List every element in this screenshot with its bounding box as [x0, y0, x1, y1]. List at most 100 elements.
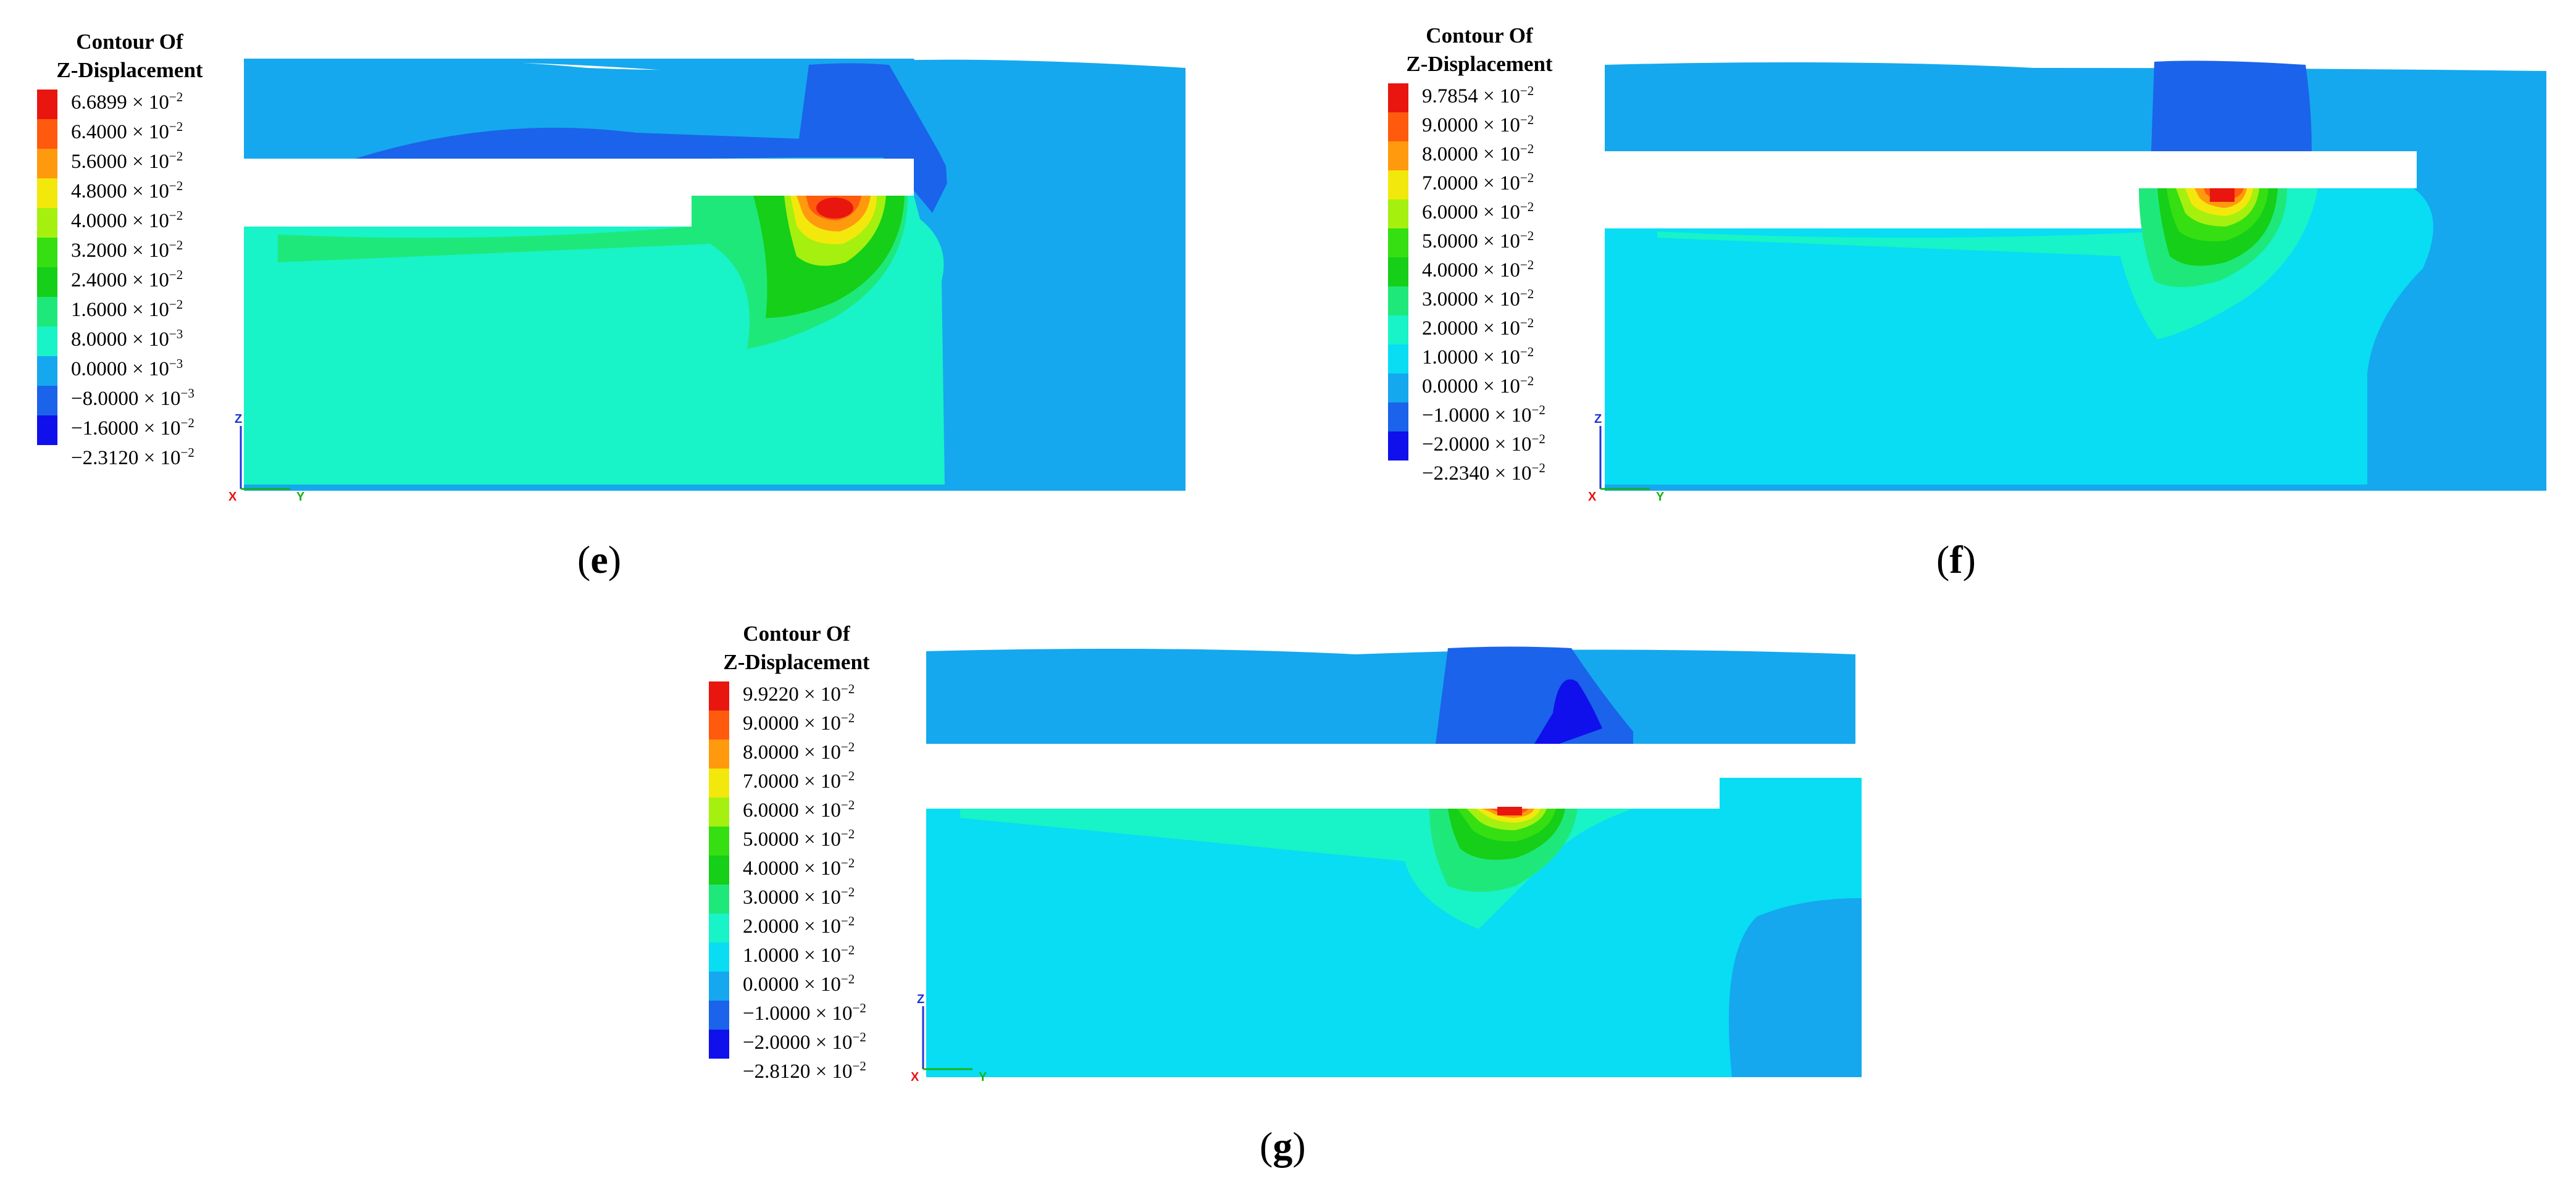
- axis-triad: [922, 1006, 972, 1070]
- legend-label: 6.0000 × 10−2: [1422, 199, 1534, 223]
- legend-label: 9.9220 × 10−2: [743, 681, 855, 706]
- legend-swatch: [709, 885, 729, 914]
- axis-triad: [240, 426, 290, 490]
- legend-label: 1.6000 × 10−2: [71, 297, 183, 321]
- legend-label: 5.0000 × 10−2: [743, 827, 855, 851]
- legend-label: 4.0000 × 10−2: [1422, 257, 1534, 281]
- legend-label: 9.0000 × 10−2: [1422, 112, 1534, 136]
- legend-title-line2: Z-Displacement: [1406, 52, 1553, 76]
- lower-soil: [926, 778, 1862, 1077]
- legend-swatch: [709, 1030, 729, 1059]
- legend-label: 4.0000 × 10−2: [743, 856, 855, 880]
- panel-caption: (g): [1260, 1124, 1306, 1168]
- excavation-slot: [1602, 151, 2417, 188]
- legend-label: −2.2340 × 10−2: [1422, 460, 1545, 485]
- legend-label: 1.0000 × 10−2: [743, 943, 855, 967]
- legend-swatch: [709, 740, 729, 769]
- legend-swatch: [37, 178, 57, 208]
- legend-swatch: [709, 798, 729, 827]
- legend-label: 6.4000 × 10−2: [71, 119, 183, 143]
- axis-z-label: Z: [917, 993, 925, 1006]
- axis-z-label: Z: [235, 412, 243, 426]
- legend-swatch: [1388, 373, 1408, 402]
- legend-swatch: [1388, 228, 1408, 257]
- legend-title: Contour Of Z-Displacement: [31, 28, 228, 85]
- legend-swatch: [37, 238, 57, 267]
- axis-x-label: X: [1588, 490, 1597, 504]
- legend-swatch: [1388, 199, 1408, 228]
- legend-swatch: [709, 827, 729, 856]
- legend-swatch: [37, 267, 57, 297]
- legend-swatch: [709, 710, 729, 740]
- legend-label: 8.0000 × 10−3: [71, 327, 183, 351]
- axis-y-label: Y: [979, 1070, 987, 1084]
- legend-swatch: [1388, 431, 1408, 460]
- legend-label: 7.0000 × 10−2: [1422, 170, 1534, 194]
- legend-swatch: [709, 914, 729, 943]
- legend-swatch: [37, 297, 57, 327]
- legend-title-line1: Contour Of: [76, 30, 183, 54]
- axis-x-label: X: [911, 1070, 919, 1084]
- legend-swatch: [709, 943, 729, 972]
- legend-swatch: [37, 356, 57, 386]
- legend-label: 4.0000 × 10−2: [71, 208, 183, 232]
- contour-plot: [241, 59, 1186, 491]
- legend-swatch: [709, 856, 729, 885]
- legend-title: Contour Of Z-Displacement: [698, 620, 895, 677]
- axis-triad: [1599, 426, 1650, 490]
- legend-label: 2.0000 × 10−2: [1422, 315, 1534, 340]
- legend-label: −8.0000 × 10−3: [71, 386, 194, 410]
- legend-swatch: [37, 208, 57, 238]
- legend-label: 0.0000 × 10−3: [71, 356, 183, 380]
- legend-label: 0.0000 × 10−2: [1422, 373, 1534, 398]
- legend-label: −2.3120 × 10−2: [71, 445, 194, 469]
- legend-label: 2.4000 × 10−2: [71, 267, 183, 291]
- legend-title: Contour Of Z-Displacement: [1381, 22, 1578, 78]
- legend-swatch: [709, 681, 729, 710]
- legend-label: 3.2000 × 10−2: [71, 238, 183, 262]
- legend-swatch: [1388, 344, 1408, 373]
- legend-swatch: [1388, 141, 1408, 170]
- legend-title-line1: Contour Of: [743, 622, 850, 646]
- upper-layer: [926, 649, 1855, 744]
- legend-swatch: [1388, 257, 1408, 286]
- legend-label: 7.0000 × 10−2: [743, 769, 855, 793]
- axis-x-label: X: [228, 490, 237, 504]
- legend-label: −2.8120 × 10−2: [743, 1059, 866, 1083]
- legend-swatch: [37, 149, 57, 178]
- legend-swatch: [1388, 286, 1408, 315]
- legend-title-line2: Z-Displacement: [723, 650, 870, 674]
- legend-label: 3.0000 × 10−2: [1422, 286, 1534, 310]
- legend-swatch: [1388, 315, 1408, 344]
- legend-swatch: [37, 415, 57, 445]
- dark-zone: [2151, 60, 2312, 151]
- legend-label: −1.6000 × 10−2: [71, 415, 194, 440]
- legend-label: −2.0000 × 10−2: [1422, 431, 1545, 456]
- legend-swatch: [37, 386, 57, 415]
- legend-swatch: [1388, 402, 1408, 431]
- panel-f: Contour Of Z-Displacement Z X Y (f) 9.78…: [1350, 0, 2576, 611]
- legend-title-line1: Contour Of: [1426, 23, 1533, 48]
- legend-label: 8.0000 × 10−2: [743, 740, 855, 764]
- legend-label: 5.6000 × 10−2: [71, 149, 183, 173]
- legend-label: 3.0000 × 10−2: [743, 885, 855, 909]
- legend-swatch: [37, 327, 57, 356]
- legend-label: 2.0000 × 10−2: [743, 914, 855, 938]
- legend-label: 6.0000 × 10−2: [743, 798, 855, 822]
- contour-plot: [1602, 60, 2546, 491]
- legend-swatch: [1388, 83, 1408, 112]
- legend-swatch: [709, 769, 729, 798]
- lower-soil: [1605, 188, 2433, 485]
- axis-y-label: Y: [1656, 490, 1665, 504]
- excavation-slot: [923, 744, 1862, 778]
- legend-swatch: [1388, 170, 1408, 199]
- legend-label: −2.0000 × 10−2: [743, 1030, 866, 1054]
- legend-swatch: [709, 1001, 729, 1030]
- excavation-slot: [241, 159, 914, 196]
- legend-label: 4.8000 × 10−2: [71, 178, 183, 202]
- legend-swatch: [709, 972, 729, 1001]
- legend-title-line2: Z-Displacement: [56, 58, 203, 82]
- contour-plot: [923, 646, 1862, 1077]
- legend-label: −1.0000 × 10−2: [743, 1001, 866, 1025]
- legend-label: 1.0000 × 10−2: [1422, 344, 1534, 369]
